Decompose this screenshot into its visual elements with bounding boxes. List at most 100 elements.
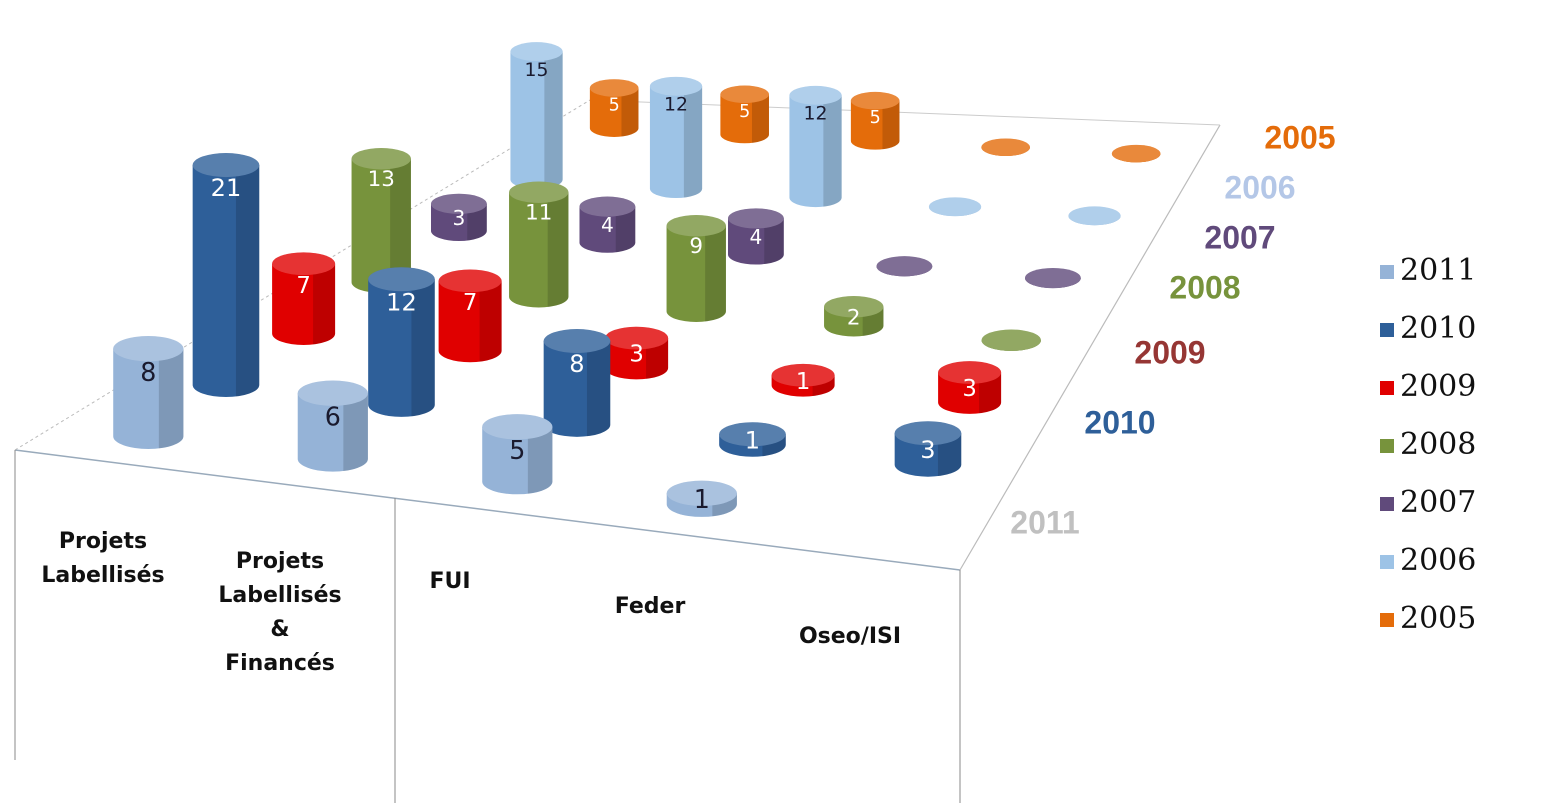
cylinder-top-light — [649, 76, 703, 96]
cylinder-top — [727, 208, 784, 229]
cylinder-shade — [467, 203, 487, 241]
cylinder-body — [438, 280, 502, 363]
cylinder-top — [438, 269, 502, 293]
value-label: 3 — [920, 436, 935, 464]
cylinder-shade — [158, 348, 184, 449]
cylinder — [719, 422, 786, 457]
value-label: 5 — [509, 435, 525, 465]
value-label: 6 — [325, 402, 341, 432]
cylinder-top — [509, 181, 569, 203]
category-label: Oseo/ISI — [798, 624, 902, 649]
cylinder-top-light — [482, 414, 553, 440]
cylinder-top — [579, 196, 636, 217]
value-label: 3 — [629, 342, 643, 368]
cylinder-top-light — [430, 193, 487, 214]
cylinder-body — [850, 100, 900, 150]
value-label: 4 — [601, 213, 614, 237]
value-label: 15 — [525, 60, 549, 81]
cylinder — [297, 380, 368, 472]
cylinder-top — [272, 252, 336, 276]
cylinder-shade — [646, 338, 669, 379]
cylinder — [579, 196, 636, 253]
category-label: Projets Labellisés — [41, 529, 165, 588]
cylinder-top-light — [589, 79, 639, 97]
cylinder-top — [938, 361, 1002, 384]
value-label: 1 — [796, 369, 810, 395]
cylinder-body — [938, 372, 1002, 414]
cylinder-body — [113, 348, 184, 449]
cylinder-top-light — [894, 421, 962, 446]
value-label: 5 — [870, 108, 881, 128]
category-label: FUI — [429, 569, 471, 594]
cylinder-body — [605, 338, 669, 380]
cylinder-top — [510, 42, 563, 62]
cylinder — [1068, 206, 1121, 226]
cylinder — [543, 329, 611, 437]
cylinder-top — [771, 363, 835, 387]
legend-swatch — [1380, 323, 1394, 337]
cylinder — [771, 363, 835, 397]
value-label: 21 — [211, 174, 242, 202]
cylinder-top — [666, 480, 737, 506]
cylinder-top-light — [666, 215, 726, 237]
legend-swatch — [1380, 381, 1394, 395]
value-label: 12 — [804, 104, 828, 125]
cylinder — [272, 252, 336, 345]
cylinder-shade — [479, 280, 502, 362]
cylinder-top-light — [510, 42, 563, 62]
cylinder-top-light — [543, 329, 611, 354]
cylinder — [649, 76, 703, 199]
value-label: 7 — [296, 273, 310, 299]
cylinder-top-light — [1024, 267, 1081, 289]
cylinder-top — [605, 326, 669, 350]
cylinder — [605, 326, 669, 380]
cylinder-shade — [544, 51, 563, 189]
depth-label: 2007 — [1204, 219, 1275, 255]
cylinder-shade — [979, 372, 1002, 414]
cylinder-top-light — [824, 296, 884, 318]
cylinder — [438, 269, 502, 363]
value-label: 8 — [140, 357, 156, 387]
cylinder — [981, 329, 1041, 351]
value-label: 7 — [463, 290, 477, 316]
cylinder-body — [894, 433, 962, 477]
cylinder-shade — [586, 341, 611, 437]
value-label: 3 — [962, 376, 976, 402]
value-label: 13 — [368, 167, 395, 192]
cylinder-top — [649, 76, 703, 96]
cylinder-body — [649, 86, 703, 199]
legend-swatch — [1380, 497, 1394, 511]
cylinder-top — [824, 296, 884, 318]
cylinder — [113, 335, 184, 449]
cylinder — [430, 193, 487, 241]
cylinder — [928, 197, 982, 217]
cylinder-body — [351, 158, 411, 293]
value-label: 5 — [609, 96, 620, 116]
cylinder-top — [894, 421, 962, 446]
cylinder-shade — [751, 94, 769, 143]
cylinder — [824, 296, 884, 337]
cylinder-shade — [764, 218, 784, 265]
cylinder — [509, 181, 569, 308]
legend-label: 2010 — [1400, 311, 1476, 346]
legend-swatch — [1380, 613, 1394, 627]
cylinder-shade — [621, 87, 639, 137]
cylinder-top — [928, 197, 982, 217]
cylinder-top-light — [981, 329, 1041, 351]
cylinder-top-light — [789, 85, 842, 105]
cylinder-shade — [313, 263, 336, 345]
depth-label: 2011 — [1010, 504, 1079, 540]
legend-swatch — [1380, 555, 1394, 569]
value-label: 1 — [694, 484, 710, 514]
cylinder-top — [850, 91, 900, 110]
value-label: 1 — [745, 427, 760, 455]
cylinder-body — [543, 341, 611, 437]
cylinder-top — [1068, 206, 1121, 226]
cylinder-top — [1111, 144, 1161, 163]
cylinder-top-light — [720, 85, 769, 104]
cylinder-shade — [683, 86, 703, 198]
depth-label: 2010 — [1084, 404, 1155, 440]
cylinder-body — [192, 165, 260, 397]
cylinder-top — [981, 138, 1030, 157]
